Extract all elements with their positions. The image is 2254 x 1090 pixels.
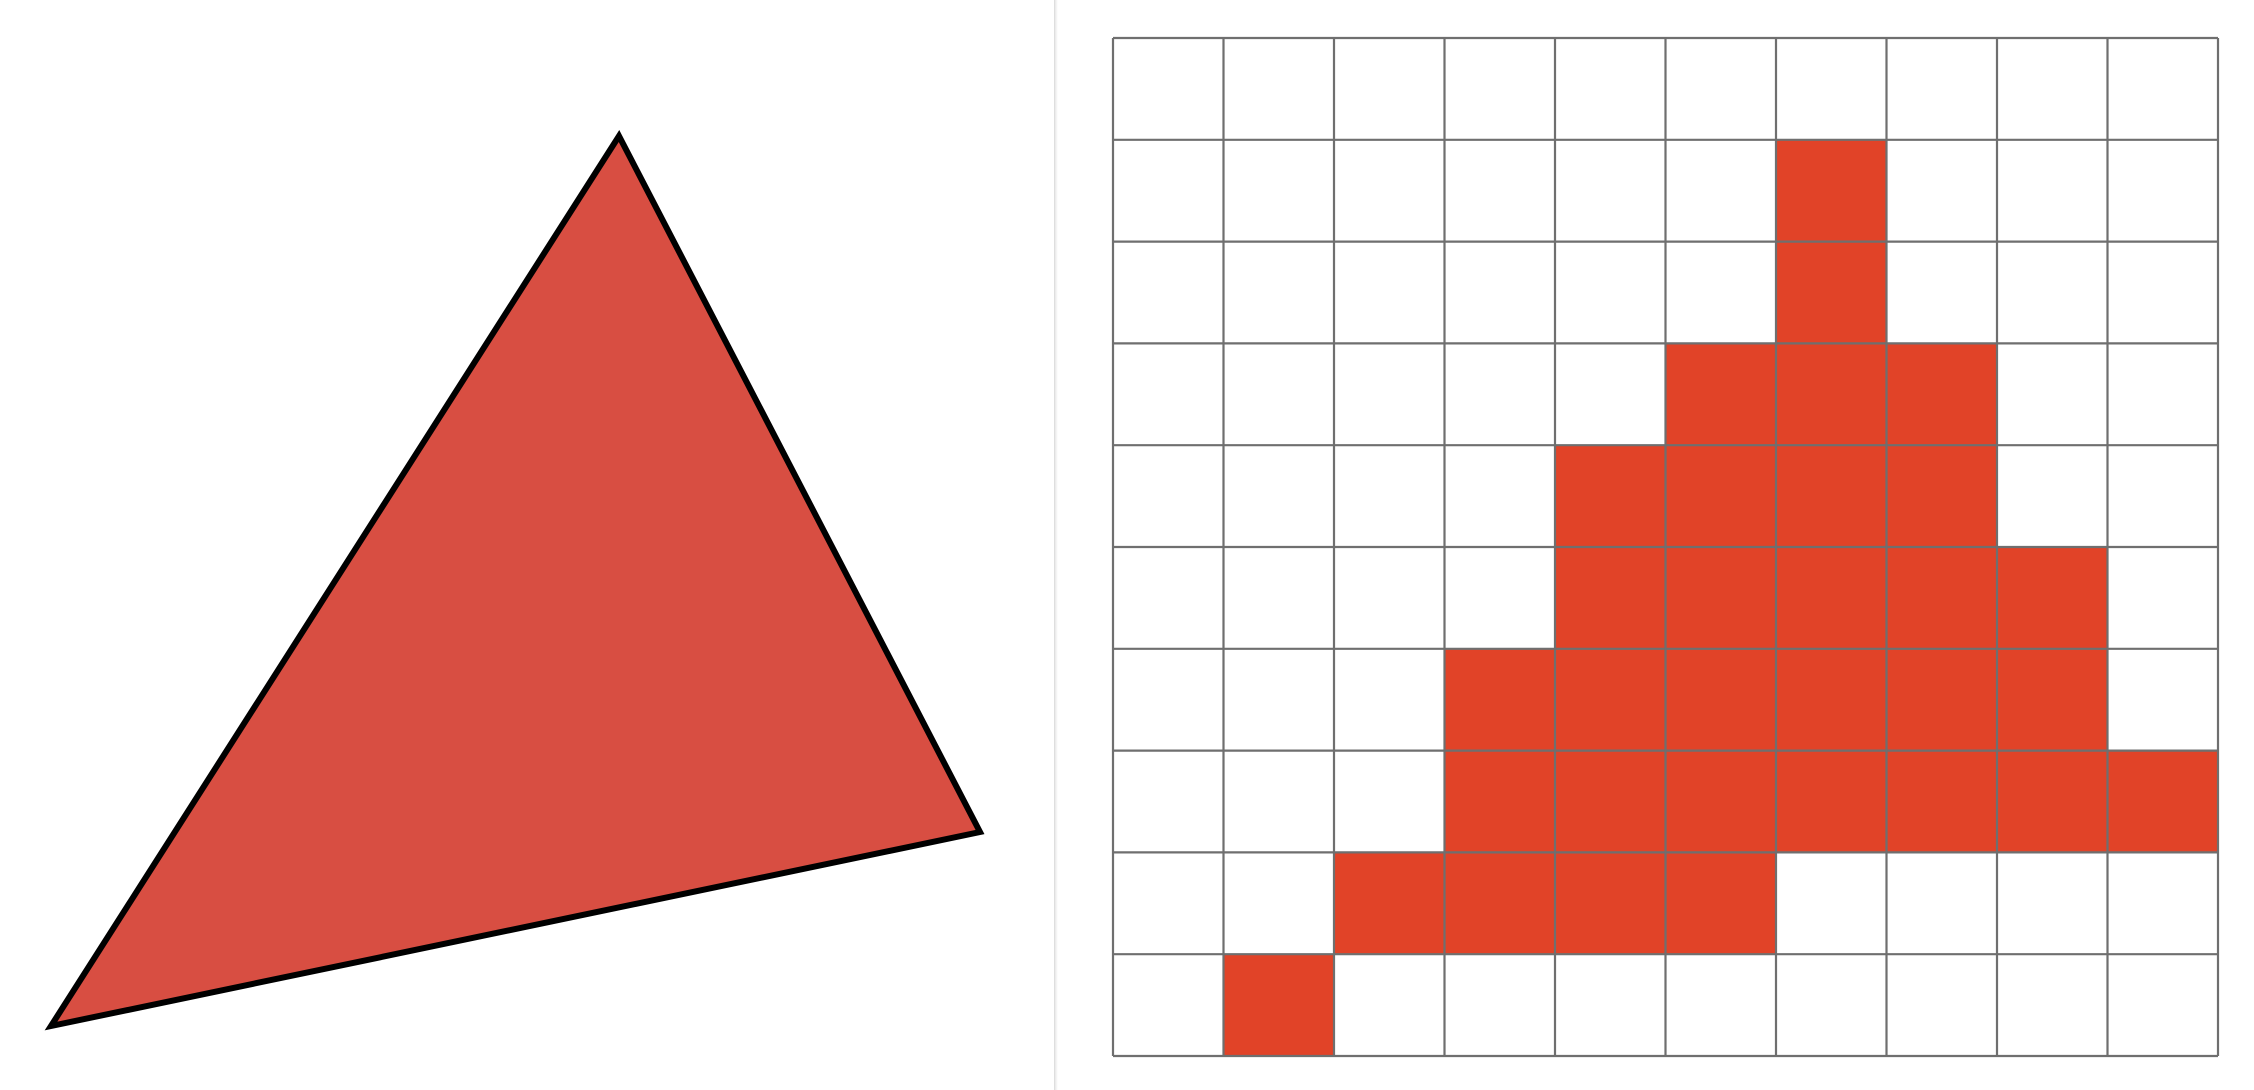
filled-cell-r4-c6 — [1776, 445, 1887, 547]
filled-cells-layer — [1223, 139, 2218, 1056]
triangle-canvas — [44, 130, 985, 1031]
vector-panel — [0, 0, 1054, 1090]
filled-cell-r5-c6 — [1776, 547, 1887, 649]
filled-cell-r8-c2 — [1334, 852, 1445, 955]
filled-cell-r3-c7 — [1886, 343, 1997, 446]
filled-cell-r8-c3 — [1444, 852, 1555, 955]
filled-cell-r4-c5 — [1665, 445, 1776, 547]
filled-cell-r1-c6 — [1776, 139, 1887, 242]
filled-cell-r7-c3 — [1444, 750, 1555, 853]
filled-cell-r5-c8 — [1997, 547, 2108, 649]
grid-lines-layer — [1111, 36, 2220, 1058]
filled-cell-r4-c7 — [1886, 445, 1997, 547]
filled-cell-r7-c6 — [1776, 750, 1887, 853]
raster-panel — [1058, 0, 2254, 1090]
filled-cell-r6-c5 — [1665, 648, 1776, 751]
filled-cell-r2-c6 — [1776, 241, 1887, 344]
filled-cell-r9-c1 — [1223, 954, 1334, 1056]
filled-cell-r7-c5 — [1665, 750, 1776, 853]
filled-cell-r5-c4 — [1555, 547, 1666, 649]
filled-cell-r6-c7 — [1886, 648, 1997, 751]
filled-cell-r6-c4 — [1555, 648, 1666, 751]
filled-cell-r5-c7 — [1886, 547, 1997, 649]
filled-cell-r3-c5 — [1665, 343, 1776, 446]
filled-cell-r3-c6 — [1776, 343, 1887, 446]
filled-cell-r7-c4 — [1555, 750, 1666, 853]
pixel-grid — [1111, 36, 2220, 1058]
filled-cell-r6-c3 — [1444, 648, 1555, 751]
filled-cell-r6-c6 — [1776, 648, 1887, 751]
triangle-shape — [44, 130, 985, 1031]
filled-cell-r4-c4 — [1555, 445, 1666, 547]
filled-cell-r8-c4 — [1555, 852, 1666, 955]
filled-cell-r8-c5 — [1665, 852, 1776, 955]
filled-cell-r6-c8 — [1997, 648, 2108, 751]
filled-cell-r5-c5 — [1665, 547, 1776, 649]
filled-cell-r7-c7 — [1886, 750, 1997, 853]
filled-cell-r7-c9 — [2107, 750, 2218, 853]
panel-divider — [1054, 0, 1058, 1090]
filled-cell-r7-c8 — [1997, 750, 2108, 853]
